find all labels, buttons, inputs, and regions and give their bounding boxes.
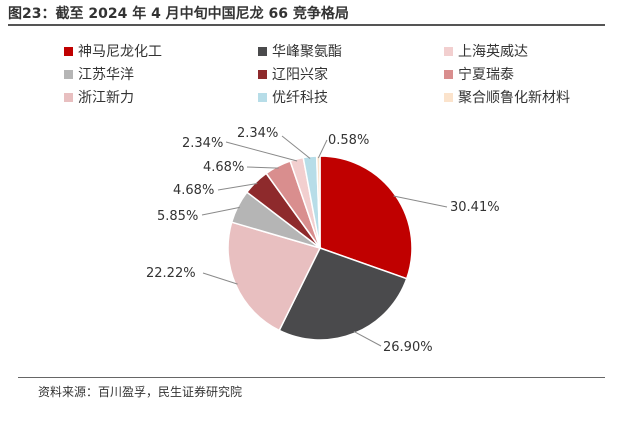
slice-data-label: 4.68% [173, 183, 214, 198]
legend-label: 上海英威达 [458, 44, 528, 60]
legend-swatch [258, 92, 267, 102]
legend-swatch [258, 69, 267, 79]
slice-data-label: 4.68% [203, 160, 244, 175]
legend-item: 上海英威达 [444, 40, 528, 62]
slice-data-label: 22.22% [146, 266, 196, 281]
figure-title: 图23：截至 2024 年 4 月中旬中国尼龙 66 竞争格局 [8, 6, 349, 22]
legend-item: 优纤科技 [258, 86, 328, 108]
pie-slices [227, 155, 413, 341]
source-rule [18, 377, 605, 378]
legend-label: 宁夏瑞泰 [458, 67, 514, 83]
legend-swatch [444, 69, 453, 79]
slice-data-label: 26.90% [383, 340, 433, 355]
slice-data-label: 30.41% [450, 200, 500, 215]
pie-slice [227, 221, 322, 332]
legend-item: 辽阳兴家 [258, 63, 328, 85]
legend-label: 江苏华洋 [78, 67, 134, 83]
chart-legend: 神马尼龙化工 华峰聚氨酯 上海英威达江苏华洋 辽阳兴家 宁夏瑞泰浙江新力 优纤科技 聚合顺鲁… [64, 40, 604, 130]
leader-line [353, 330, 382, 347]
legend-swatch [444, 92, 453, 102]
legend-label: 神马尼龙化工 [78, 44, 162, 60]
leader-line [246, 166, 279, 169]
legend-label: 优纤科技 [272, 90, 328, 106]
leader-line [201, 206, 240, 216]
legend-swatch [64, 92, 73, 102]
legend-item: 江苏华洋 [64, 63, 134, 85]
source-note: 资料来源：百川盈孚，民生证券研究院 [38, 385, 243, 399]
legend-item: 神马尼龙化工 [64, 40, 162, 62]
legend-label: 辽阳兴家 [272, 67, 328, 83]
title-rule [8, 24, 605, 26]
pie-leader-lines [201, 135, 448, 347]
leader-line [202, 272, 238, 285]
slice-data-label: 0.58% [328, 133, 369, 148]
leader-line [225, 141, 298, 162]
legend-label: 华峰聚氨酯 [272, 44, 342, 60]
slice-data-label: 2.34% [182, 136, 223, 151]
legend-swatch [64, 46, 73, 56]
legend-item: 浙江新力 [64, 86, 134, 108]
leader-line [393, 195, 448, 208]
slice-data-label: 2.34% [237, 126, 278, 141]
leader-line [217, 182, 258, 191]
legend-swatch [64, 69, 73, 79]
pie-slice [315, 155, 321, 249]
legend-swatch [258, 46, 267, 56]
pie-slice [278, 247, 408, 341]
leader-line [317, 139, 328, 159]
pie-slice [319, 155, 413, 280]
legend-item: 聚合顺鲁化新材料 [444, 86, 570, 108]
legend-swatch [444, 46, 453, 56]
legend-item: 华峰聚氨酯 [258, 40, 342, 62]
legend-item: 宁夏瑞泰 [444, 63, 514, 85]
slice-data-label: 5.85% [157, 209, 198, 224]
legend-label: 浙江新力 [78, 90, 134, 106]
pie-data-labels: 30.41% 26.90% 22.22% 5.85% 4.68% 4.68% 2.34% 2.… [146, 126, 500, 355]
legend-label: 聚合顺鲁化新材料 [458, 90, 570, 106]
leader-line [281, 135, 311, 159]
